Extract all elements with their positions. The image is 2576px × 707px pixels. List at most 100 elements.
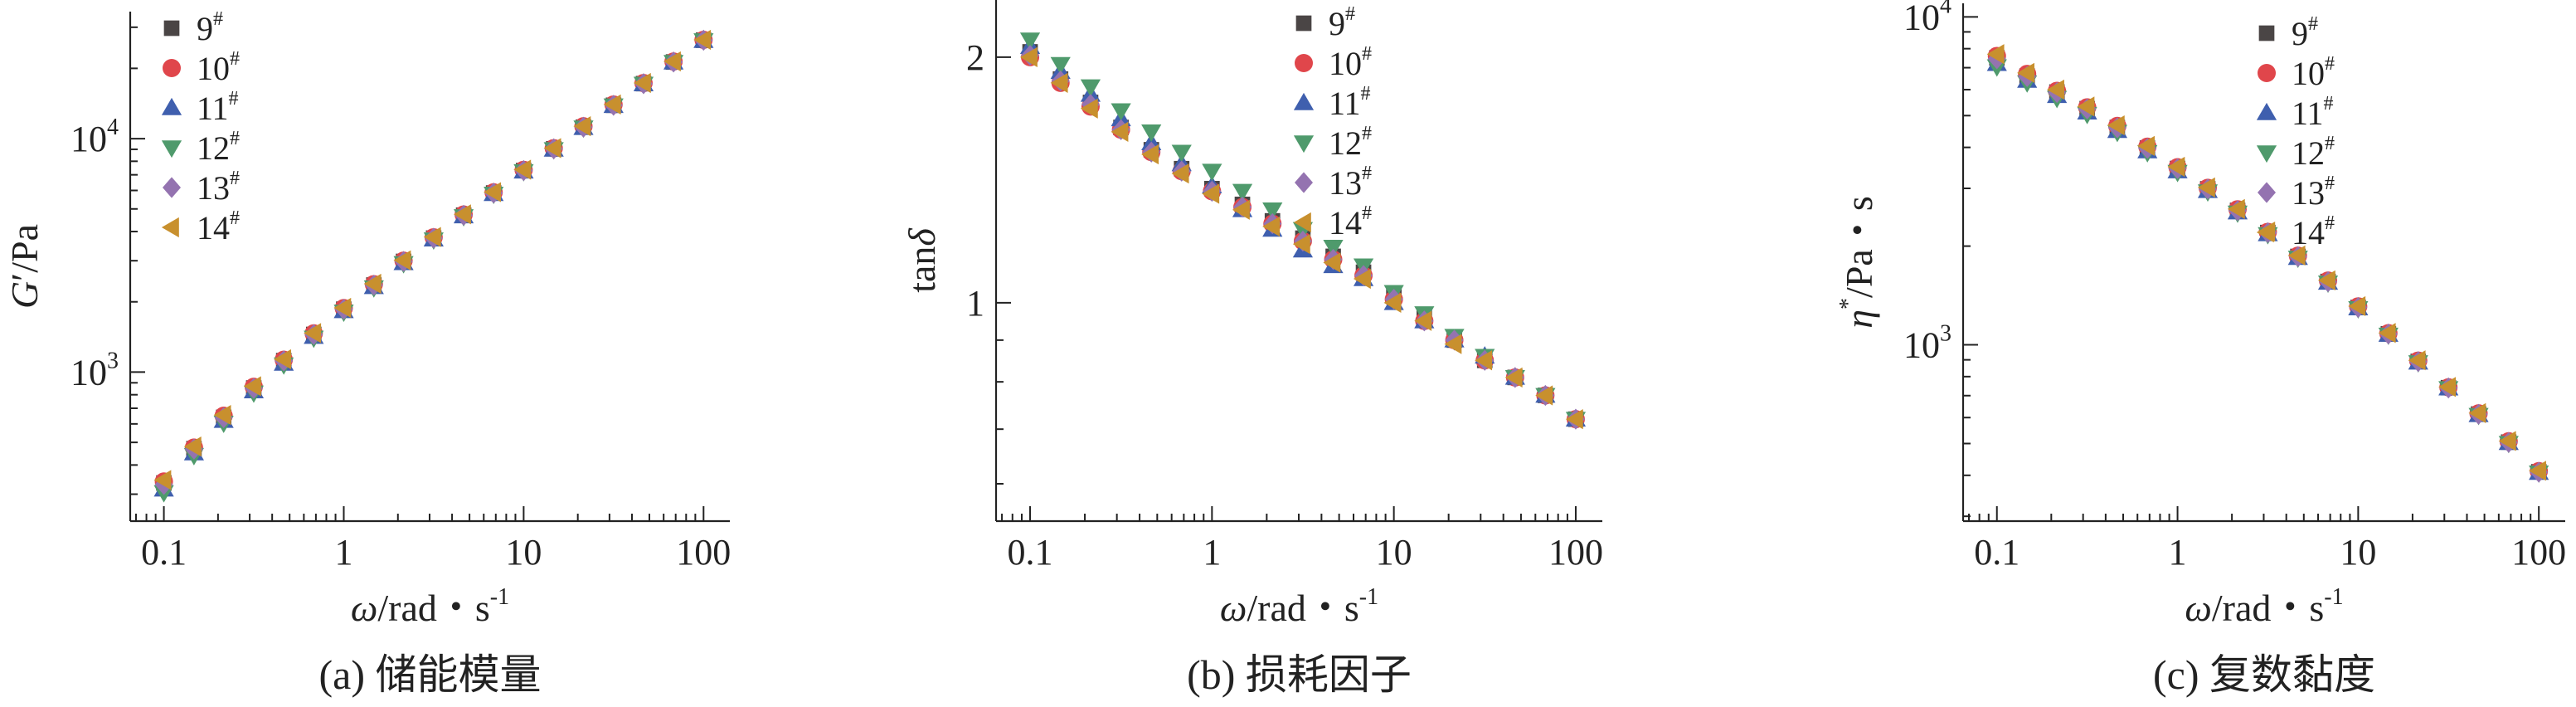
x-axis-unit: /rad・s (377, 587, 489, 629)
series-12 (1986, 59, 2549, 483)
x-tick-label: 0.1 (141, 532, 187, 573)
legend-item-12: 12# (2256, 133, 2335, 172)
legend-label: 9# (2292, 13, 2318, 52)
y-axis-title: η*/Pa・s (1835, 196, 1880, 329)
legend-item-9: 9# (163, 8, 223, 47)
y-axis-title: tanδ (901, 228, 943, 293)
data-point-14 (453, 204, 471, 225)
data-point-14 (1323, 252, 1341, 273)
data-point-14 (304, 323, 322, 344)
legend-item-12: 12# (1293, 123, 1372, 162)
data-point-14 (2498, 431, 2516, 451)
legend-label-name: 10 (197, 50, 230, 87)
legend-marker-11 (2256, 102, 2277, 120)
legend: 9#10#11#12#13#14# (1293, 3, 1372, 241)
legend-label: 9# (197, 8, 223, 47)
legend-marker-13 (163, 177, 181, 198)
data-point-12 (1050, 56, 1071, 75)
x-tick-label: 10 (1376, 532, 1412, 573)
x-tick-label: 100 (1548, 532, 1603, 573)
chart-panel-a: 0.1 1 10 1001031049#10#11#12#13#14#ω/rad・s-… (3, 8, 731, 698)
y-tick-exponent: 4 (107, 115, 119, 140)
x-tick-label: 0.1 (1974, 532, 2019, 573)
legend-label: 10# (2292, 53, 2335, 92)
legend-marker-12 (161, 140, 182, 158)
data-point-14 (2529, 461, 2546, 481)
legend-label-name: 14 (197, 209, 230, 246)
data-point-14 (2378, 323, 2396, 344)
x-tick-label: 1 (2169, 532, 2187, 573)
legend-marker-9 (2258, 25, 2275, 41)
y-axis-delta: δ (901, 228, 943, 246)
legend-label-sup: # (1362, 163, 1372, 184)
y-tick-label: 1 (966, 283, 984, 324)
data-point-14 (2167, 156, 2185, 178)
x-axis-exponent: -1 (490, 584, 509, 610)
legend: 9#10#11#12#13#14# (2256, 13, 2335, 251)
legend-label: 13# (197, 168, 240, 207)
legend-label: 14# (2292, 212, 2335, 251)
data-point-14 (1202, 183, 1220, 204)
data-point-14 (2287, 245, 2306, 266)
legend-label: 14# (1329, 202, 1372, 241)
legend-item-12: 12# (161, 128, 240, 167)
data-point-14 (1141, 144, 1159, 165)
y-tick-label: 104 (70, 115, 119, 159)
legend-label-sup: # (2325, 133, 2335, 154)
x-axis-symbol: ω (1220, 587, 1247, 629)
legend-label-name: 10 (2292, 55, 2325, 92)
legend-item-13: 13# (2258, 173, 2335, 212)
panel-caption: (b) 损耗因子 (1187, 651, 1412, 698)
legend-item-14: 14# (161, 207, 240, 246)
legend-marker-12 (2256, 145, 2277, 163)
x-axis-symbol: ω (2185, 587, 2211, 629)
y-tick-label: 2 (966, 37, 984, 78)
legend-label-name: 9 (1329, 5, 1345, 42)
legend-label: 13# (1329, 163, 1372, 202)
x-axis-symbol: ω (351, 587, 377, 629)
legend-marker-11 (161, 97, 182, 115)
data-point-14 (2197, 177, 2215, 197)
legend-marker-14 (161, 217, 179, 238)
legend-label-sup: # (1361, 83, 1371, 105)
legend-label: 12# (1329, 123, 1372, 162)
data-point-14 (274, 349, 291, 370)
x-tick-label: 100 (2511, 532, 2566, 573)
data-point-14 (363, 273, 382, 295)
data-point-12 (1262, 202, 1283, 220)
y-axis-title: G′/Pa (3, 224, 46, 309)
legend-item-10: 10# (1295, 43, 1372, 82)
legend-label-sup: # (229, 88, 239, 110)
legend-item-11: 11# (161, 88, 239, 127)
legend-label-sup: # (230, 48, 240, 70)
data-point-14 (1444, 334, 1462, 354)
x-tick-label: 10 (505, 532, 542, 573)
data-point-14 (1383, 292, 1402, 313)
y-axis-symbol: G (3, 281, 46, 309)
legend-label-name: 13 (197, 169, 230, 207)
legend-label: 11# (197, 88, 239, 127)
legend-item-13: 13# (1295, 163, 1372, 202)
data-point-14 (1292, 234, 1310, 255)
legend-item-9: 9# (1295, 3, 1355, 42)
data-point-12 (1080, 79, 1101, 97)
data-point-14 (603, 94, 621, 115)
data-point-14 (693, 29, 712, 51)
data-point-14 (663, 51, 681, 72)
data-point-14 (1986, 44, 2005, 65)
data-point-14 (393, 250, 411, 271)
data-point-14 (1232, 199, 1250, 220)
legend-marker-11 (1293, 92, 1315, 110)
y-axis-prime: ′ (3, 273, 46, 281)
legend-label-name: 12 (1329, 124, 1362, 162)
panel-caption: (a) 储能模量 (319, 651, 542, 698)
data-point-14 (1111, 121, 1129, 142)
x-axis-exponent: -1 (1359, 584, 1378, 610)
data-point-14 (2468, 402, 2486, 423)
data-point-14 (243, 376, 261, 397)
legend-item-11: 11# (2256, 93, 2334, 132)
data-point-14 (1353, 268, 1371, 290)
panel-caption: (c) 复数黏度 (2153, 651, 2375, 698)
data-point-12 (1232, 183, 1253, 202)
legend-label-sup: # (230, 168, 240, 189)
